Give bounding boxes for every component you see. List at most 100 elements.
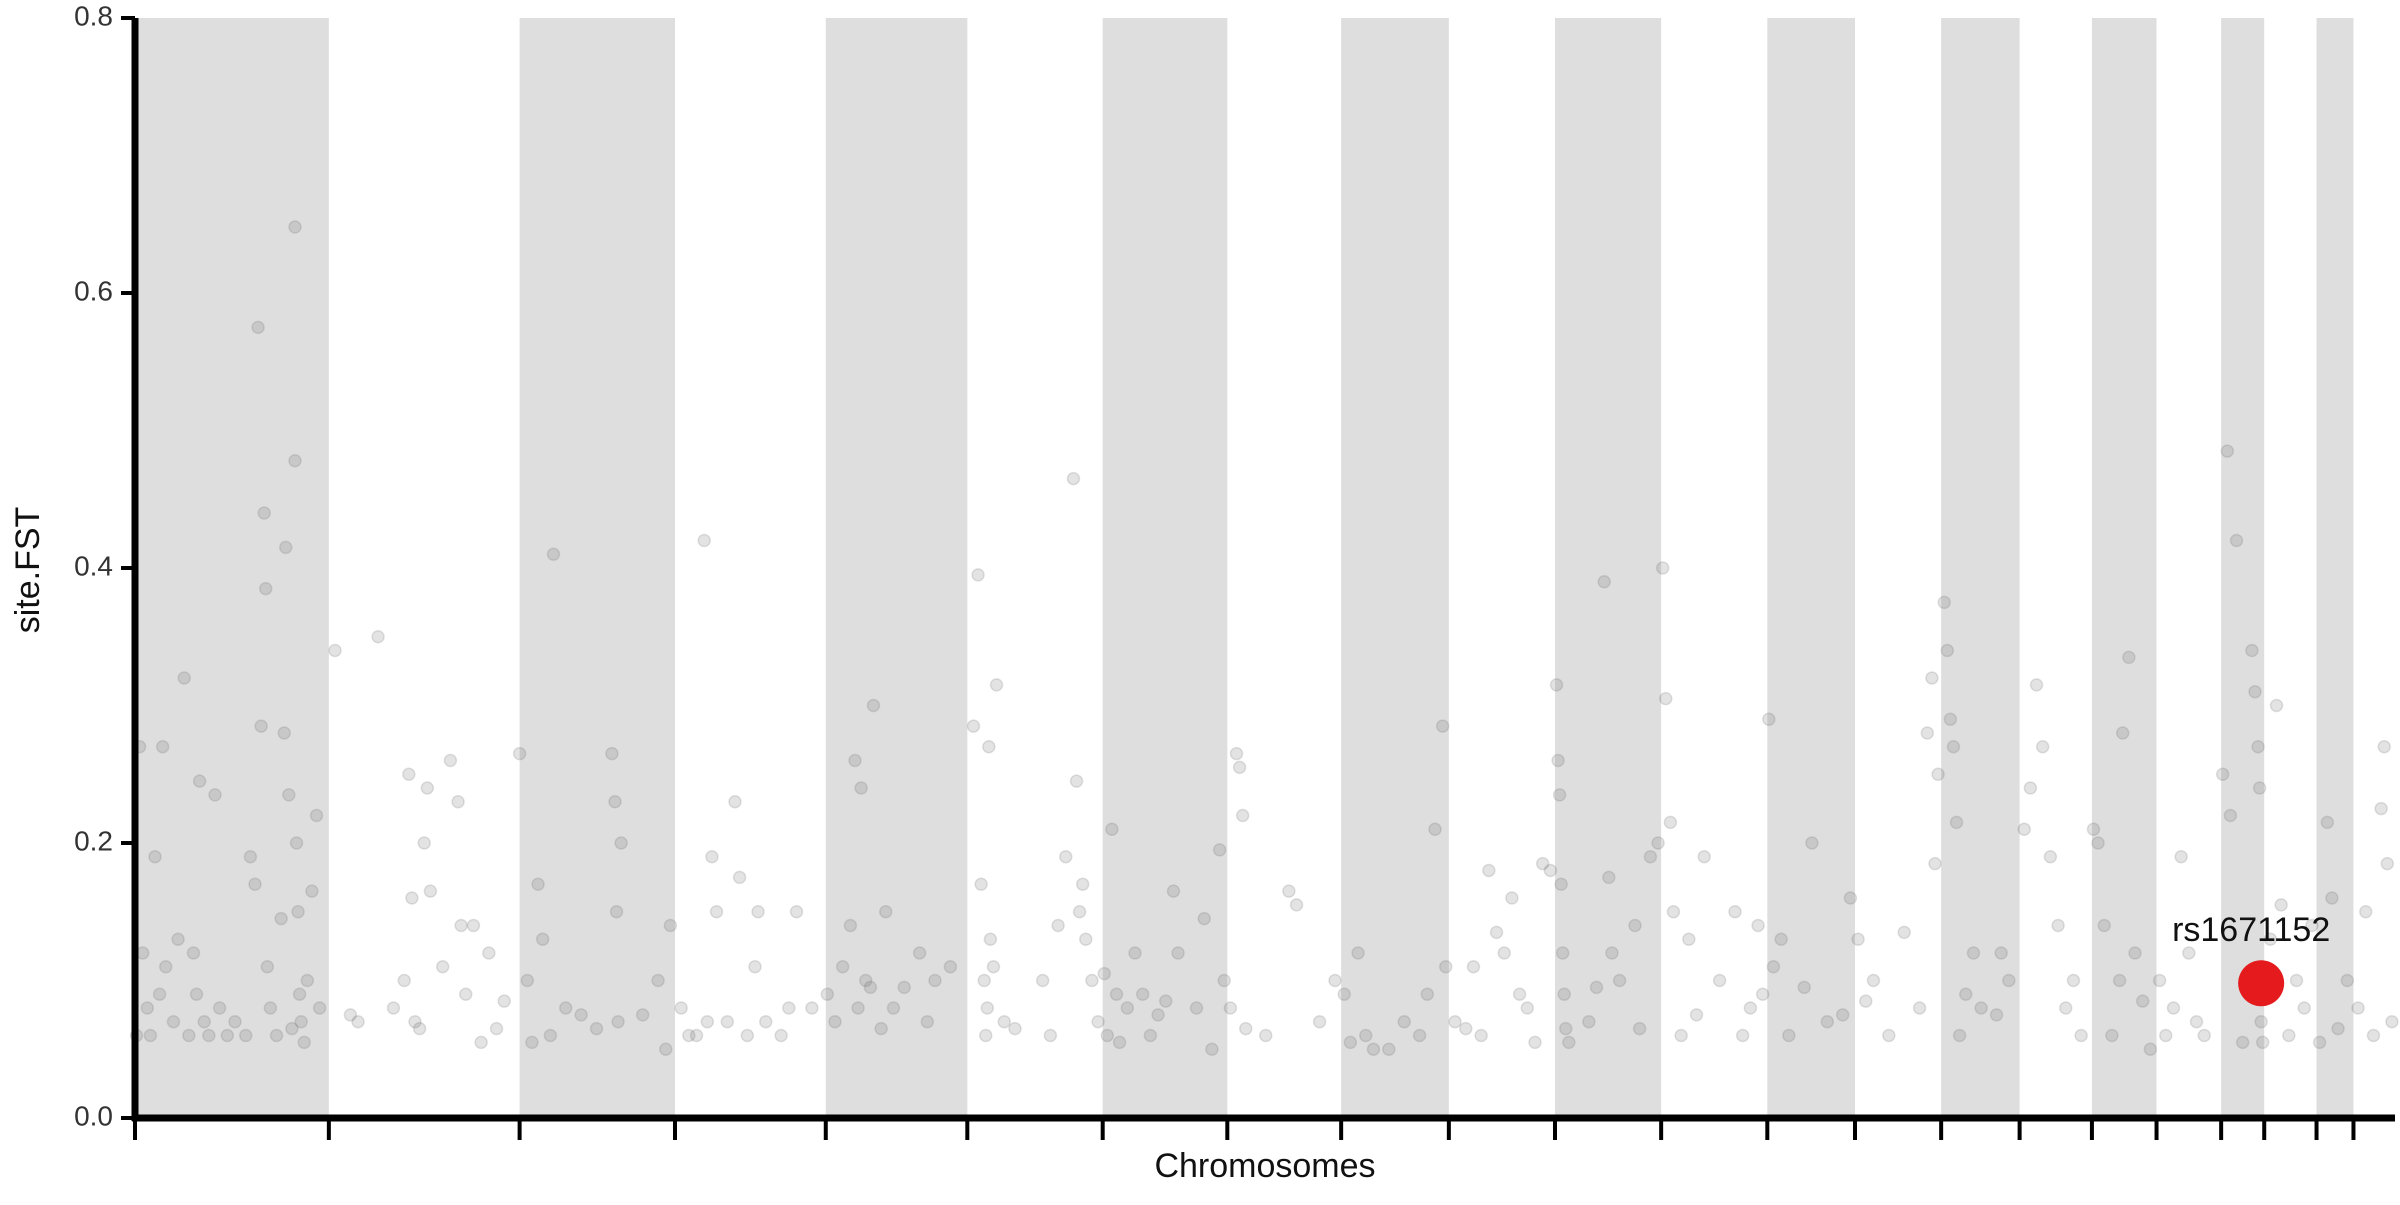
point xyxy=(220,1028,235,1043)
point xyxy=(805,1001,819,1015)
point xyxy=(451,795,465,809)
point xyxy=(789,905,804,919)
point xyxy=(279,540,293,555)
point xyxy=(1528,1035,1542,1050)
point xyxy=(2331,1021,2345,1036)
point xyxy=(343,1008,358,1022)
point xyxy=(2223,808,2238,823)
point xyxy=(1128,946,1142,960)
point xyxy=(1655,561,1670,575)
point xyxy=(148,850,162,864)
point xyxy=(292,987,307,1001)
point xyxy=(1151,1008,1165,1022)
point xyxy=(171,932,185,946)
highlight-point xyxy=(2238,960,2285,1007)
point xyxy=(1866,973,1881,988)
point xyxy=(2097,918,2111,933)
point xyxy=(1459,1021,1473,1036)
point xyxy=(1931,767,1945,781)
point xyxy=(1159,994,1173,1008)
point xyxy=(1582,1015,1596,1029)
point xyxy=(489,1021,504,1036)
point xyxy=(420,781,435,795)
point xyxy=(405,891,419,905)
point xyxy=(1166,884,1181,898)
point xyxy=(2255,1035,2270,1050)
point xyxy=(2143,1042,2158,1056)
point xyxy=(1035,973,1050,988)
point xyxy=(2122,650,2136,665)
points: rs1671152 xyxy=(129,220,2399,1056)
point xyxy=(759,1015,773,1029)
point xyxy=(371,630,385,644)
point xyxy=(1774,932,1788,946)
point xyxy=(254,719,268,733)
y-axis-label: site.FST xyxy=(9,507,47,634)
point xyxy=(282,788,296,802)
point xyxy=(589,1021,604,1036)
point xyxy=(1428,822,1442,836)
point xyxy=(1120,1001,1135,1015)
point xyxy=(277,726,291,740)
point xyxy=(1928,856,1942,871)
point xyxy=(1552,788,1567,802)
point xyxy=(535,932,550,946)
point xyxy=(751,905,765,919)
point xyxy=(1859,994,1873,1008)
point xyxy=(2115,726,2130,740)
point xyxy=(423,884,438,898)
point xyxy=(1966,946,1981,960)
point xyxy=(1212,843,1227,857)
point xyxy=(1663,815,1678,830)
point xyxy=(2029,678,2044,692)
point xyxy=(305,884,319,898)
point xyxy=(239,1028,253,1043)
point xyxy=(1755,987,1770,1001)
point xyxy=(2189,1015,2204,1029)
point xyxy=(1946,740,1961,754)
point xyxy=(1728,905,1742,919)
chromosome-band xyxy=(1102,18,1228,1118)
point xyxy=(1197,911,1211,926)
point xyxy=(859,973,873,988)
point xyxy=(1666,905,1681,919)
point xyxy=(1051,918,1065,933)
point xyxy=(2182,946,2196,960)
point xyxy=(2248,685,2262,699)
point xyxy=(886,1001,901,1015)
point xyxy=(1940,643,1955,658)
point xyxy=(2128,946,2142,960)
point xyxy=(1743,1001,1758,1015)
point xyxy=(843,918,858,933)
point xyxy=(2263,932,2278,946)
chromosome-band xyxy=(1341,18,1449,1118)
point xyxy=(2197,1028,2211,1043)
point xyxy=(663,918,678,933)
point xyxy=(531,877,545,891)
point xyxy=(1189,1001,1204,1015)
point xyxy=(2152,973,2167,988)
point xyxy=(863,980,878,995)
point xyxy=(989,678,1004,692)
point xyxy=(1949,815,1964,830)
point xyxy=(1448,1015,1462,1029)
point xyxy=(1555,946,1570,960)
point xyxy=(1712,973,1727,988)
point xyxy=(269,1028,284,1043)
point xyxy=(2074,1028,2088,1043)
point xyxy=(1109,987,1124,1001)
point xyxy=(732,870,747,885)
point xyxy=(1925,671,1939,685)
point xyxy=(140,1001,155,1015)
point xyxy=(1289,898,1304,912)
y-tick-label: 0.4 xyxy=(74,550,113,581)
point xyxy=(1337,987,1351,1001)
point xyxy=(2351,1001,2365,1015)
point xyxy=(674,1001,688,1015)
point xyxy=(1282,884,1296,898)
point xyxy=(1143,1028,1158,1043)
point xyxy=(228,1015,242,1029)
point xyxy=(1171,946,1185,960)
point xyxy=(980,1001,995,1015)
